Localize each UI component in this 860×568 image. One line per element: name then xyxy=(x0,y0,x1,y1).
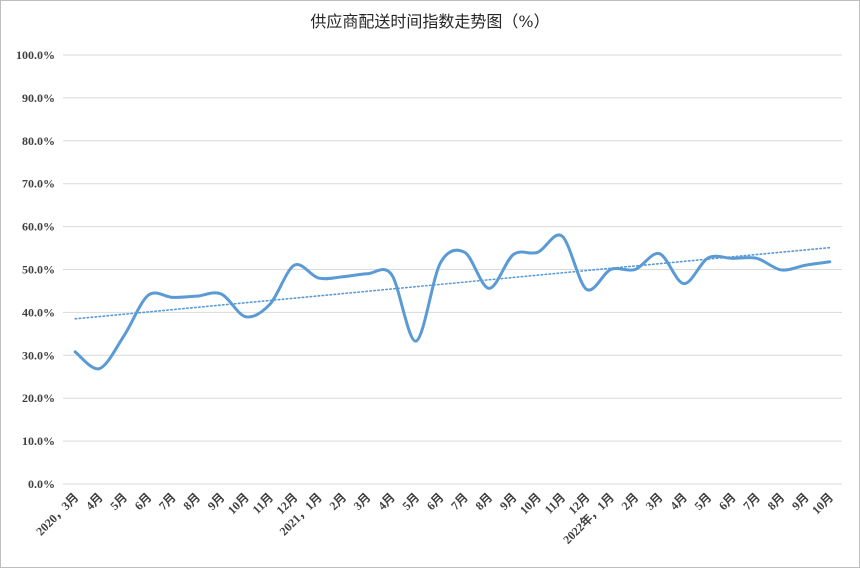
x-tick-label: 2月 xyxy=(619,490,642,513)
data-point xyxy=(488,287,490,289)
data-point xyxy=(415,340,417,342)
data-point xyxy=(780,269,782,271)
data-point xyxy=(561,235,563,237)
x-tick-label: 2020，3月 xyxy=(33,490,81,538)
data-point xyxy=(220,293,222,295)
data-point xyxy=(537,251,539,253)
data-point xyxy=(683,282,685,284)
x-tick-label: 10月 xyxy=(225,490,252,517)
x-tick-label: 9月 xyxy=(497,490,520,513)
data-point xyxy=(74,351,76,353)
x-tick-label: 7月 xyxy=(740,490,763,513)
x-tick-label: 3月 xyxy=(643,490,666,513)
y-tick-label: 60.0% xyxy=(22,220,55,234)
data-point xyxy=(658,252,660,254)
y-tick-label: 40.0% xyxy=(22,305,55,319)
data-point xyxy=(804,264,806,266)
data-point xyxy=(98,367,100,369)
data-point xyxy=(196,295,198,297)
data-point xyxy=(293,264,295,266)
y-tick-label: 0.0% xyxy=(28,477,55,491)
x-tick-label: 6月 xyxy=(132,490,155,513)
chart-title: 供应商配送时间指数走势图（%） xyxy=(310,12,550,31)
x-tick-label: 4月 xyxy=(667,490,690,513)
data-point xyxy=(439,262,441,264)
series-layer xyxy=(73,233,832,371)
data-point xyxy=(342,276,344,278)
data-point xyxy=(756,257,758,259)
x-tick-label: 7月 xyxy=(448,490,471,513)
y-tick-label: 80.0% xyxy=(22,134,55,148)
x-tick-label: 3月 xyxy=(351,490,374,513)
x-tick-label: 5月 xyxy=(692,490,715,513)
x-tick-label: 6月 xyxy=(424,490,447,513)
x-tick-label: 11月 xyxy=(542,490,568,516)
data-point xyxy=(123,335,125,337)
series-line xyxy=(73,233,832,371)
trendline xyxy=(74,246,831,320)
data-point xyxy=(463,251,465,253)
data-point xyxy=(147,294,149,296)
x-tick-label: 9月 xyxy=(205,490,228,513)
x-tick-label: 10月 xyxy=(517,490,544,517)
y-tick-label: 90.0% xyxy=(22,91,55,105)
data-point xyxy=(585,288,587,290)
x-tick-label: 11月 xyxy=(250,490,276,516)
data-point xyxy=(634,268,636,270)
x-tick-label: 7月 xyxy=(156,490,179,513)
x-tick-label: 4月 xyxy=(83,490,106,513)
x-tick-label: 5月 xyxy=(107,490,130,513)
x-tick-label: 10月 xyxy=(809,490,836,517)
data-point xyxy=(512,253,514,255)
y-tick-label: 30.0% xyxy=(22,348,55,362)
data-point xyxy=(171,296,173,298)
y-tick-label: 20.0% xyxy=(22,391,55,405)
x-tick-label: 9月 xyxy=(789,490,812,513)
y-tick-label: 50.0% xyxy=(22,263,55,277)
x-tick-label: 8月 xyxy=(765,490,788,513)
y-tick-label: 10.0% xyxy=(22,434,55,448)
data-point xyxy=(366,273,368,275)
x-tick-label: 8月 xyxy=(180,490,203,513)
x-tick-label: 2月 xyxy=(326,490,349,513)
gridlines xyxy=(63,54,842,485)
x-tick-label: 4月 xyxy=(375,490,398,513)
data-point xyxy=(390,273,392,275)
data-point xyxy=(244,315,246,317)
x-tick-label: 5月 xyxy=(399,490,422,513)
data-point xyxy=(829,261,831,263)
x-tick-label: 6月 xyxy=(716,490,739,513)
x-tick-label: 8月 xyxy=(472,490,495,513)
y-tick-label: 70.0% xyxy=(22,177,55,191)
y-axis-ticks: 0.0% 10.0% 20.0% 30.0% 40.0% 50.0% 60.0% 70.0% 8… xyxy=(16,48,55,491)
y-tick-label: 100.0% xyxy=(16,48,55,62)
data-point xyxy=(269,303,271,305)
data-point xyxy=(317,277,319,279)
